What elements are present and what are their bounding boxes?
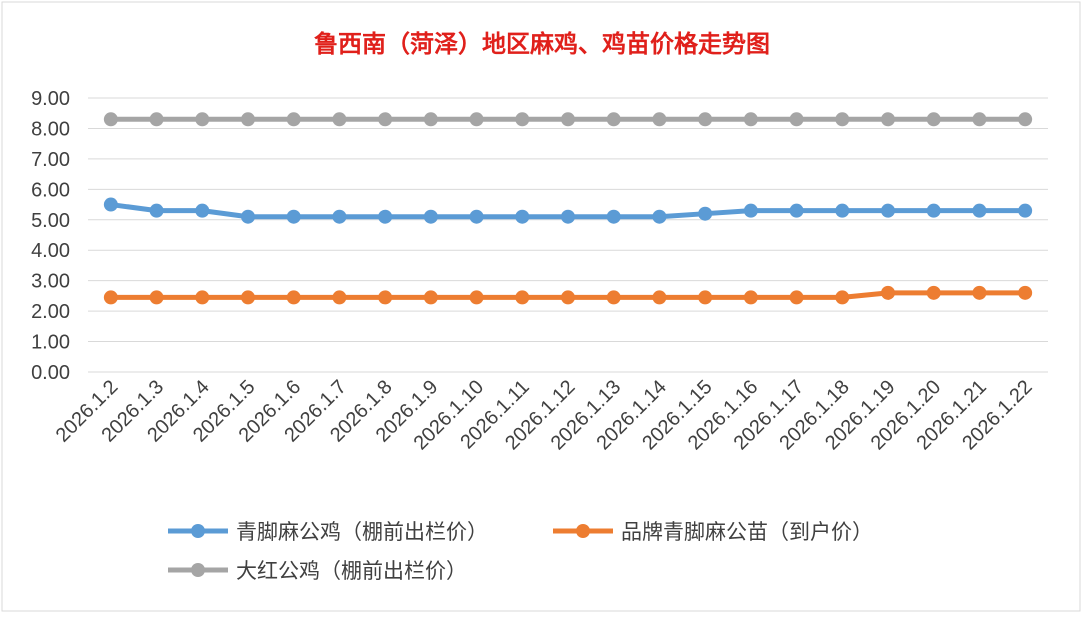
legend-item: 大红公鸡（棚前出栏价） — [168, 559, 467, 583]
data-point — [515, 290, 530, 305]
data-point — [561, 112, 575, 127]
legend-item: 品牌青脚麻公苗（到户价） — [553, 520, 873, 544]
data-point — [743, 290, 758, 305]
data-point — [378, 112, 393, 127]
data-point — [881, 112, 895, 127]
legend-item: 青脚麻公鸡（棚前出栏价） — [168, 520, 488, 544]
data-point — [423, 209, 438, 224]
y-tick-label: 7.00 — [31, 149, 70, 171]
data-point — [789, 203, 804, 218]
data-point — [652, 290, 667, 305]
data-point — [149, 290, 164, 305]
y-tick-label: 6.00 — [31, 179, 70, 201]
data-point — [103, 290, 118, 305]
data-point — [241, 290, 255, 305]
y-tick-label: 5.00 — [31, 210, 70, 232]
data-point — [332, 290, 347, 305]
legend-marker — [191, 524, 205, 538]
data-point — [972, 112, 987, 127]
data-point — [926, 285, 941, 300]
data-point — [881, 285, 895, 300]
data-point — [698, 206, 713, 221]
data-point — [286, 112, 301, 127]
data-point — [789, 112, 804, 127]
y-tick-label: 2.00 — [31, 301, 70, 323]
data-point — [515, 209, 530, 224]
data-point — [241, 209, 255, 224]
series-1 — [103, 285, 1033, 305]
data-point — [378, 209, 393, 224]
y-tick-label: 4.00 — [31, 240, 70, 262]
data-point — [241, 112, 255, 127]
data-point — [835, 112, 850, 127]
data-point — [606, 209, 621, 224]
data-point — [103, 112, 118, 127]
data-point — [789, 290, 804, 305]
data-point — [561, 209, 575, 224]
series-0 — [103, 197, 1033, 224]
legend-marker — [191, 563, 205, 577]
data-point — [149, 112, 164, 127]
data-point — [378, 290, 393, 305]
data-point — [286, 290, 301, 305]
data-point — [103, 197, 118, 212]
legend-label: 大红公鸡（棚前出栏价） — [236, 559, 467, 583]
legend-label: 青脚麻公鸡（棚前出栏价） — [236, 520, 488, 544]
data-point — [743, 203, 758, 218]
data-point — [972, 203, 987, 218]
data-point — [881, 203, 895, 218]
data-point — [698, 290, 713, 305]
series-group — [103, 112, 1033, 305]
data-point — [469, 290, 484, 305]
data-point — [1018, 285, 1033, 300]
data-point — [332, 209, 347, 224]
series-2 — [103, 112, 1033, 127]
data-point — [469, 209, 484, 224]
data-point — [972, 285, 987, 300]
data-point — [926, 203, 941, 218]
data-point — [469, 112, 484, 127]
y-tick-label: 9.00 — [31, 88, 70, 110]
chart-title: 鲁西南（菏泽）地区麻鸡、鸡苗价格走势图 — [314, 29, 770, 58]
data-point — [195, 112, 210, 127]
y-axis-ticks: 0.00 1.00 2.00 3.00 4.00 5.00 6.00 7.00 8.00 9.00 — [31, 88, 70, 384]
data-point — [652, 209, 667, 224]
data-point — [743, 112, 758, 127]
data-point — [1018, 203, 1033, 218]
y-tick-label: 8.00 — [31, 118, 70, 140]
data-point — [606, 112, 621, 127]
y-tick-label: 0.00 — [31, 362, 70, 384]
data-point — [926, 112, 941, 127]
data-point — [195, 203, 210, 218]
data-point — [652, 112, 667, 127]
legend-marker — [576, 524, 590, 538]
data-point — [515, 112, 530, 127]
data-point — [286, 209, 301, 224]
legend-label: 品牌青脚麻公苗（到户价） — [621, 520, 873, 544]
data-point — [835, 290, 850, 305]
data-point — [835, 203, 850, 218]
data-point — [561, 290, 575, 305]
data-point — [606, 290, 621, 305]
y-tick-label: 1.00 — [31, 332, 70, 354]
data-point — [1018, 112, 1033, 127]
data-point — [423, 112, 438, 127]
legend: 青脚麻公鸡（棚前出栏价） 品牌青脚麻公苗（到户价） 大红公鸡（棚前出栏价） — [168, 520, 873, 583]
y-tick-label: 3.00 — [31, 271, 70, 293]
data-point — [698, 112, 713, 127]
data-point — [423, 290, 438, 305]
data-point — [149, 203, 164, 218]
data-point — [332, 112, 347, 127]
data-point — [195, 290, 210, 305]
